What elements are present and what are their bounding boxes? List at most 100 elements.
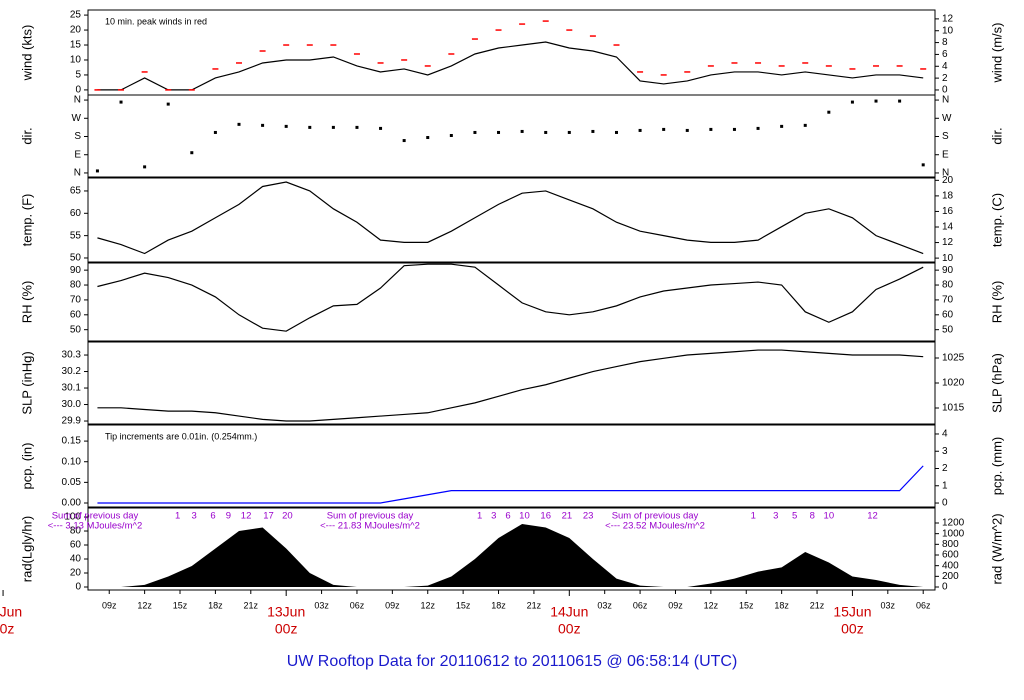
data-point bbox=[709, 127, 713, 131]
y-tick-label: 1 bbox=[942, 480, 948, 491]
y-tick-label: 70 bbox=[942, 295, 954, 306]
chart-title: UW Rooftop Data for 20110612 to 20110615… bbox=[287, 653, 738, 670]
x-tick-label: 12z bbox=[137, 600, 152, 610]
y2-axis-label: wind (m/s) bbox=[989, 23, 1004, 84]
data-point bbox=[449, 133, 453, 137]
x-tick-label: 03z bbox=[881, 600, 896, 610]
y-tick-label: N bbox=[74, 95, 81, 106]
data-point bbox=[331, 125, 335, 129]
daily-sum: <--- 21.83 MJoules/m^2 bbox=[320, 521, 420, 532]
y2-axis-label: RH (%) bbox=[989, 281, 1004, 324]
y-tick-label: 25 bbox=[70, 10, 82, 21]
data-point bbox=[95, 169, 99, 173]
data-point bbox=[803, 123, 807, 127]
daily-sum: <--- 3.13 MJoules/m^2 bbox=[48, 521, 142, 532]
y-tick-label: 80 bbox=[70, 280, 82, 291]
panel-frame bbox=[87, 341, 936, 425]
data-point bbox=[756, 126, 760, 130]
y-tick-label: 2 bbox=[942, 463, 948, 474]
daily-sum: Sum of previous day bbox=[612, 511, 699, 522]
data-point bbox=[473, 130, 477, 134]
hour-mark: 1 bbox=[477, 511, 482, 522]
y-tick-label: 800 bbox=[942, 539, 959, 550]
panel-frame bbox=[87, 9, 936, 96]
y-tick-label: N bbox=[942, 95, 949, 106]
y-tick-label: 40 bbox=[70, 554, 82, 565]
y2-axis-label: temp. (C) bbox=[989, 193, 1004, 247]
y-tick-label: 0 bbox=[942, 85, 948, 96]
y-tick-label: 200 bbox=[942, 571, 959, 582]
data-point bbox=[190, 151, 194, 155]
hour-mark: 3 bbox=[491, 511, 496, 522]
date-label: 00z bbox=[0, 621, 14, 637]
x-tick-label: 06z bbox=[350, 600, 365, 610]
data-point bbox=[520, 129, 524, 133]
x-tick-label: 18z bbox=[491, 600, 506, 610]
hour-mark: 6 bbox=[210, 511, 215, 522]
y-tick-label: 30.1 bbox=[62, 383, 82, 394]
date-label: 12Jun bbox=[0, 604, 22, 620]
y-tick-label: 1200 bbox=[942, 518, 965, 529]
y2-axis-label: rad (W/m^2) bbox=[989, 513, 1004, 584]
y-tick-label: 1015 bbox=[942, 403, 965, 414]
data-point bbox=[284, 124, 288, 128]
y-tick-label: 0 bbox=[942, 582, 948, 593]
annotation: Tip increments are 0.01in. (0.254mm.) bbox=[105, 431, 257, 441]
x-tick-label: 15z bbox=[739, 600, 754, 610]
y-tick-label: S bbox=[74, 131, 81, 142]
y-tick-label: N bbox=[74, 168, 81, 179]
y-tick-label: 60 bbox=[942, 309, 954, 320]
data-point bbox=[426, 136, 430, 140]
data-point bbox=[921, 163, 925, 167]
hour-mark: 17 bbox=[263, 511, 274, 522]
hour-mark: 1 bbox=[751, 511, 756, 522]
y-tick-label: 4 bbox=[942, 61, 948, 72]
data-point bbox=[143, 165, 147, 169]
y-tick-label: 65 bbox=[70, 186, 82, 197]
y-tick-label: 1000 bbox=[942, 528, 965, 539]
data-point bbox=[544, 130, 548, 134]
data-point bbox=[732, 127, 736, 131]
y-tick-label: 3 bbox=[942, 446, 948, 457]
date-label: 14Jun bbox=[550, 604, 588, 620]
y-tick-label: 15 bbox=[70, 40, 82, 51]
y-tick-label: 4 bbox=[942, 429, 948, 440]
data-point bbox=[591, 129, 595, 133]
y-tick-label: 20 bbox=[70, 568, 82, 579]
hour-mark: 6 bbox=[505, 511, 510, 522]
y-tick-label: 0.10 bbox=[62, 456, 82, 467]
line bbox=[97, 465, 924, 504]
y-tick-label: 100 bbox=[64, 512, 81, 523]
x-tick-label: 15z bbox=[173, 600, 188, 610]
data-point bbox=[355, 125, 359, 129]
x-tick-label: 06z bbox=[916, 600, 931, 610]
date-label: 00z bbox=[275, 621, 298, 637]
y-tick-label: 60 bbox=[70, 208, 82, 219]
y-tick-label: 50 bbox=[70, 253, 82, 264]
x-tick-label: 15z bbox=[456, 600, 471, 610]
x-tick-label: 18z bbox=[774, 600, 789, 610]
y-tick-label: S bbox=[942, 131, 949, 142]
y-axis-label: pcp. (in) bbox=[19, 443, 34, 490]
y-tick-label: 80 bbox=[70, 526, 82, 537]
x-tick-label: 21z bbox=[244, 600, 259, 610]
y-tick-label: 18 bbox=[942, 191, 954, 202]
data-point bbox=[638, 128, 642, 132]
y-tick-label: 29.9 bbox=[62, 416, 82, 427]
panel-frame bbox=[87, 507, 936, 591]
panel-frame bbox=[87, 177, 936, 263]
hour-mark: 23 bbox=[583, 511, 594, 522]
line bbox=[97, 181, 924, 255]
y-tick-label: 70 bbox=[70, 295, 82, 306]
hour-mark: 3 bbox=[773, 511, 778, 522]
hour-mark: 12 bbox=[241, 511, 252, 522]
y-tick-label: 0 bbox=[75, 582, 81, 593]
hour-mark: 20 bbox=[282, 511, 293, 522]
x-tick-label: 12z bbox=[704, 600, 719, 610]
y-tick-label: 20 bbox=[942, 175, 954, 186]
x-tick-label: 21z bbox=[810, 600, 825, 610]
y-tick-label: W bbox=[72, 113, 82, 124]
y-tick-label: 2 bbox=[942, 73, 948, 84]
line bbox=[97, 41, 924, 91]
y-tick-label: 30.3 bbox=[62, 350, 82, 361]
